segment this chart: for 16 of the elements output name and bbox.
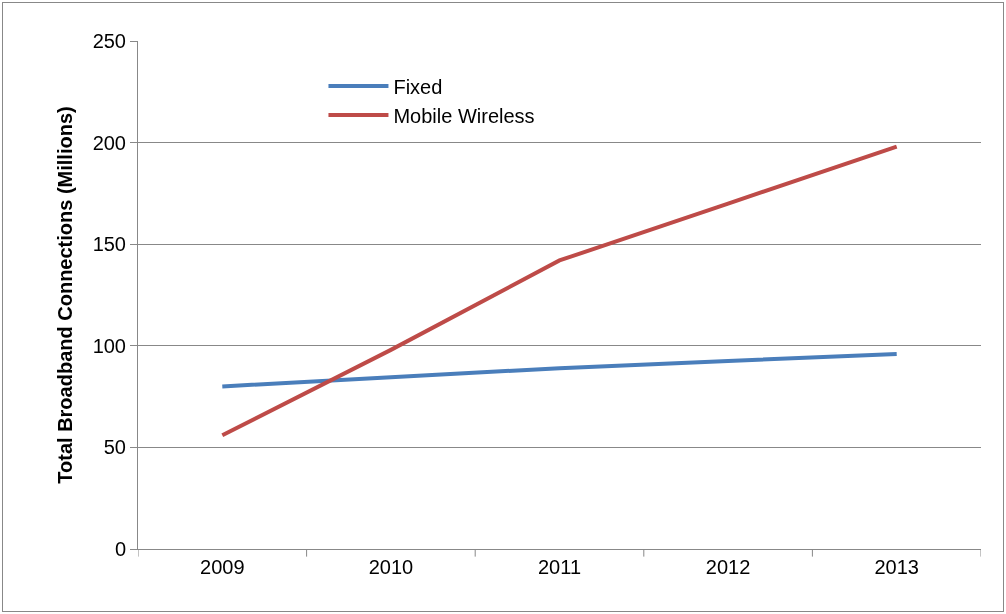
x-tick-label: 2011 — [537, 556, 582, 578]
legend-label: Fixed — [393, 75, 443, 98]
x-tick-label: 2012 — [705, 556, 751, 578]
y-axis-title: Total Broadband Connections (Millions) — [54, 106, 77, 484]
line-series — [220, 351, 899, 389]
y-tick-label: 200 — [92, 131, 126, 154]
x-tick-label: 2009 — [200, 556, 245, 578]
y-tick-label: 50 — [103, 436, 126, 459]
line-series — [220, 144, 899, 438]
x-tick-label: 2010 — [368, 556, 414, 578]
y-tick-label: 250 — [92, 30, 126, 52]
y-tick-label: 100 — [92, 334, 126, 357]
y-tick-label: 0 — [114, 538, 126, 560]
legend-label: Mobile Wireless — [393, 104, 535, 127]
x-tick-label: 2013 — [874, 556, 919, 578]
y-tick-label: 150 — [92, 233, 126, 256]
